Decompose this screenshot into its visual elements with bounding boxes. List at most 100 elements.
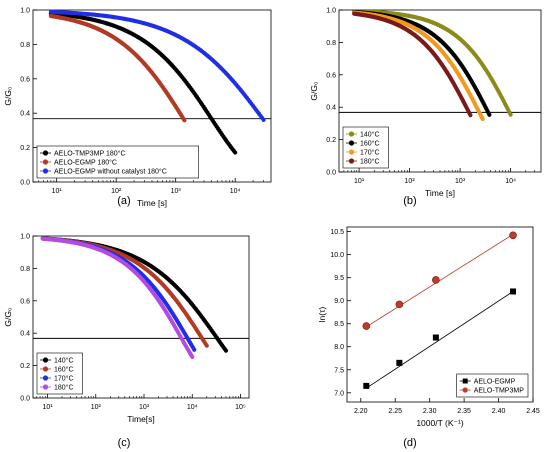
- legend-label: 160°C: [360, 140, 380, 148]
- y-tick-label: 0.2: [20, 363, 30, 370]
- x-tick-label: 2.35: [457, 408, 471, 415]
- series: [40, 236, 195, 360]
- legend-marker: [42, 366, 49, 372]
- y-tick-label: 0.8: [20, 266, 30, 273]
- legend-marker: [462, 378, 468, 384]
- legend-label: AELO-TMP3MP: [474, 388, 525, 395]
- y-tick-label: 0.0: [326, 170, 336, 177]
- plot-area: [362, 231, 517, 389]
- plot-frame: [346, 226, 534, 403]
- data-point: [396, 359, 403, 366]
- series: [352, 10, 513, 117]
- y-axis-label: G/G₀: [3, 86, 13, 106]
- y-tick-label: 10.0: [330, 252, 344, 259]
- y-tick-label: 0.2: [326, 137, 336, 144]
- panel-label-d: (d): [403, 437, 416, 449]
- x-tick-label: 10²: [91, 404, 102, 411]
- y-tick-label: 0.4: [20, 331, 30, 338]
- legend-label: 180°C: [360, 158, 380, 166]
- data-point: [223, 348, 229, 353]
- y-tick-label: 8.5: [334, 321, 344, 328]
- legend-marker: [42, 384, 49, 390]
- y-tick-label: 0.8: [20, 42, 30, 49]
- y-tick-label: 9.5: [334, 275, 344, 282]
- x-tick-label: 10³: [139, 404, 150, 411]
- y-tick-label: 10.5: [330, 229, 344, 236]
- legend: AELO-EGMP AELO-TMP3MP: [456, 373, 529, 398]
- data-point: [362, 322, 371, 330]
- data-point: [395, 300, 404, 309]
- legend-marker: [42, 357, 49, 363]
- series: [362, 231, 517, 330]
- x-axis-label: 1000/T (K⁻¹): [416, 418, 463, 428]
- series: [48, 11, 238, 155]
- legend-marker: [42, 375, 49, 381]
- y-tick-label: 0.6: [20, 298, 30, 305]
- legend-marker: [42, 168, 49, 174]
- x-tick-label: 2.40: [492, 408, 506, 415]
- panel-c: 10¹ 10² 10³ 10⁴ 10⁵ 0.0 0.2 0.4 0.6 0.8 1.0 Time[s]…: [3, 234, 250, 424]
- data-point: [480, 116, 485, 122]
- x-tick-label: 10⁴: [505, 178, 516, 185]
- legend-marker: [42, 150, 49, 156]
- data-point: [182, 118, 187, 123]
- x-tick-label: 2.20: [354, 408, 368, 415]
- legend-box: [36, 145, 199, 179]
- legend-label: AELO-EGMP without catalyst 180°C: [54, 168, 167, 176]
- y-tick-label: 0.0: [20, 396, 30, 403]
- series: [352, 11, 473, 118]
- x-axis-label: Time [s]: [137, 198, 167, 208]
- panel-a: 10¹ 10² 10³ 10⁴ 0.0 0.2 0.4 0.6 0.8 1.0 Time [s] G/…: [3, 8, 272, 208]
- legend-label: 180°C: [54, 384, 74, 392]
- plot-area: [339, 10, 541, 122]
- panel-label-a: (a): [117, 195, 130, 207]
- x-tick-label: 10¹: [354, 178, 365, 185]
- plot-area: [33, 10, 271, 155]
- x-tick-label: 10²: [405, 178, 416, 185]
- data-point: [261, 117, 266, 123]
- data-point: [204, 343, 209, 348]
- legend-marker: [348, 140, 355, 146]
- y-tick-label: 0.0: [20, 180, 30, 187]
- series: [352, 10, 492, 117]
- data-point: [509, 231, 517, 240]
- data-point: [432, 276, 440, 284]
- x-tick-label: 10²: [111, 188, 122, 195]
- y-axis-label: G/G₀: [3, 307, 13, 327]
- fit-line: [366, 291, 514, 389]
- plot-frame: [32, 235, 250, 399]
- panel-b: 10¹ 10² 10³ 10⁴ 0.0 0.2 0.4 0.6 0.8 1.0 Time [s] G/…: [309, 8, 542, 198]
- x-tick-label: 2.30: [423, 408, 437, 415]
- panel-d: 2.20 2.25 2.30 2.35 2.40 2.45 7.0 7.5 8.0 8.5 9.0 9…: [317, 226, 540, 428]
- y-tick-label: 1.0: [326, 8, 336, 15]
- y-tick-label: 7.5: [334, 367, 344, 374]
- x-tick-label: 10⁵: [235, 404, 246, 411]
- legend-label: 140°C: [360, 131, 380, 139]
- y-axis-label: ln(τ): [317, 307, 327, 323]
- y-tick-label: 0.8: [326, 40, 336, 47]
- x-tick-label: 2.25: [388, 408, 402, 415]
- y-tick-label: 0.6: [326, 72, 336, 79]
- y-tick-label: 1.0: [20, 234, 30, 241]
- data-point: [468, 113, 473, 118]
- legend-label: 170°C: [54, 375, 74, 383]
- x-tick-label: 2.45: [526, 408, 540, 415]
- y-tick-label: 9.0: [334, 298, 344, 305]
- y-tick-label: 8.0: [334, 344, 344, 351]
- series: [363, 288, 517, 389]
- y-tick-label: 0.4: [20, 111, 30, 118]
- panel-label-c: (c): [118, 437, 131, 449]
- panel-label-b: (b): [403, 195, 416, 207]
- data-point: [363, 382, 370, 389]
- series: [48, 13, 187, 123]
- x-axis-label: Time [s]: [425, 188, 455, 198]
- data-point: [192, 347, 197, 352]
- x-tick-label: 10⁴: [187, 404, 198, 411]
- y-axis-label: G/G₀: [309, 81, 319, 101]
- data-point: [508, 112, 513, 117]
- y-tick-label: 7.0: [334, 390, 344, 397]
- x-axis-label: Time[s]: [127, 414, 155, 424]
